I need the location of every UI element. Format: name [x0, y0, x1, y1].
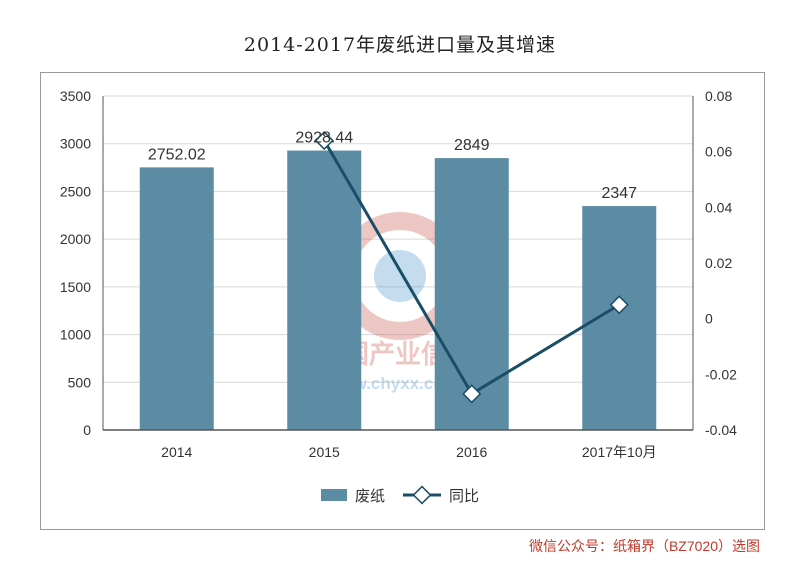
y-right-tick-label: 0.04	[705, 199, 732, 215]
legend: 废纸 同比	[321, 485, 479, 505]
axes: 0 500 1000 1500 2000 2500 3000 3500 -0.04 -0.02 0 0…	[60, 88, 737, 460]
bar-value-label: 2752.02	[148, 146, 206, 163]
legend-bar-swatch	[321, 489, 347, 501]
y-left-tick-label: 500	[68, 374, 92, 390]
y-left-tick-label: 2500	[60, 183, 91, 199]
line-point	[314, 130, 334, 151]
y-left-tick-label: 0	[83, 422, 91, 438]
y-right-tick-label: 0.06	[705, 144, 732, 160]
chart-frame	[40, 72, 765, 530]
data-labels: 2752.02 2928.44 2849 2347	[148, 130, 637, 202]
x-tick-label: 2014	[161, 444, 192, 460]
y-right-tick-label: 0.02	[705, 255, 732, 271]
legend-line-label: 同比	[449, 488, 479, 505]
line-point	[609, 295, 629, 315]
y-left-tick-label: 2000	[60, 231, 91, 247]
legend-line-marker	[412, 485, 432, 505]
y-right-tick-label: -0.02	[705, 366, 737, 382]
legend-bar-label: 废纸	[355, 488, 385, 505]
watermark-logo-center	[374, 250, 426, 302]
x-tick-label: 2017年10月	[582, 444, 657, 460]
source-note: 微信公众号：纸箱界（BZ7020）选图	[528, 538, 760, 554]
chart-title: 2014-2017年废纸进口量及其增速	[243, 34, 557, 56]
y-left-tick-label: 3500	[60, 88, 91, 104]
y-right-tick-label: -0.04	[705, 422, 737, 438]
bar	[287, 150, 362, 430]
x-tick-label: 2016	[456, 444, 487, 460]
bar	[139, 167, 214, 430]
bar-value-label: 2347	[601, 185, 637, 202]
x-tick-label: 2015	[309, 444, 340, 460]
line-series	[314, 130, 629, 404]
line-point	[462, 384, 482, 404]
bar	[582, 206, 657, 430]
y-right-tick-label: 0	[705, 311, 713, 327]
bar-value-label: 2849	[454, 137, 490, 154]
y-left-tick-label: 3000	[60, 136, 91, 152]
bar-series	[139, 150, 657, 430]
y-right-tick-label: 0.08	[705, 88, 732, 104]
y-left-tick-label: 1000	[60, 327, 91, 343]
y-left-tick-label: 1500	[60, 279, 91, 295]
bar-value-label: 2928.44	[295, 130, 353, 147]
